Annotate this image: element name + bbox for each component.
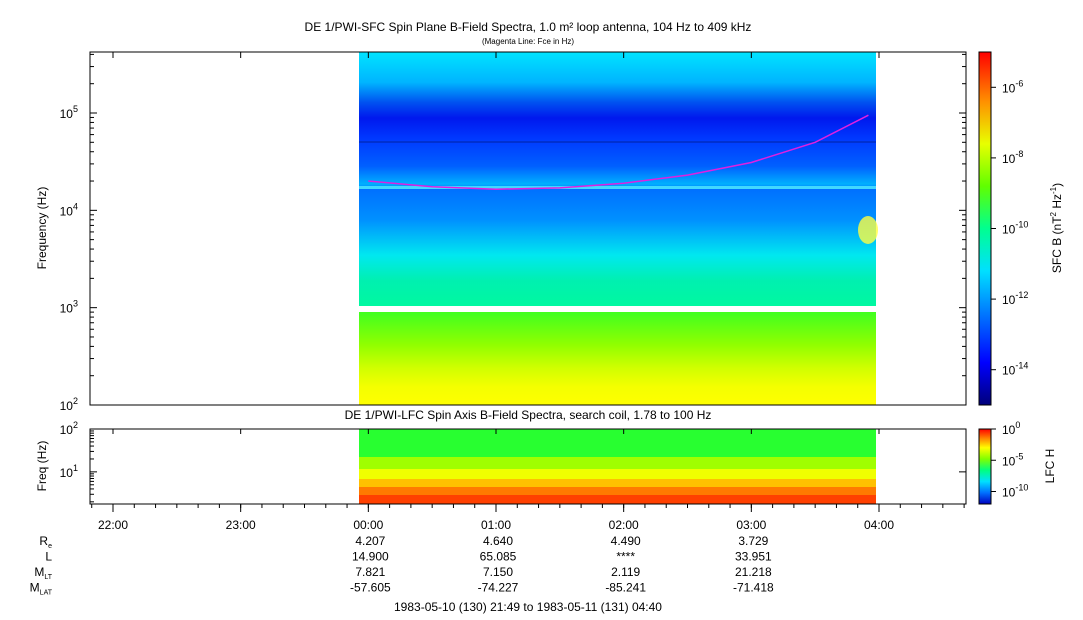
sfc-plot-frame [89, 51, 967, 406]
ephem-value: 7.150 [483, 565, 513, 579]
sfc-ytick-label: 105 [60, 104, 78, 121]
sfc-spectrogram [359, 52, 878, 405]
main-title: DE 1/PWI-SFC Spin Plane B-Field Spectra,… [305, 20, 752, 34]
ephem-value: 3.729 [738, 534, 768, 548]
lfc-ylabel: Freq (Hz) [35, 441, 49, 492]
sfc-colorbar-tick-label: 10-6 [1002, 78, 1023, 95]
ephem-value: 4.207 [355, 534, 385, 548]
sfc-axes: Frequency (Hz) 102 103 104 105 [35, 51, 967, 413]
ephem-row-label: Re [39, 534, 52, 550]
sfc-band-line [359, 186, 876, 189]
time-tick-label: 22:00 [98, 518, 128, 532]
sfc-ytick-label: 104 [60, 201, 78, 218]
ephem-value: 21.218 [735, 565, 772, 579]
lfc-title: DE 1/PWI-LFC Spin Axis B-Field Spectra, … [345, 408, 712, 422]
lfc-colorbar-fill [978, 428, 992, 505]
ephem-value: 2.119 [611, 565, 640, 579]
lfc-band [359, 479, 876, 487]
time-axis: 22:00 23:00 00:00 01:00 02:00 03:00 04:00 [91, 52, 965, 532]
sfc-colorbar-label: SFC B (nT2 Hz-1) [1049, 183, 1064, 273]
sfc-gap [359, 306, 876, 312]
ephem-value: 4.490 [611, 534, 641, 548]
time-tick-label: 04:00 [864, 518, 894, 532]
fce-line [368, 114, 869, 190]
lfc-axes: Freq (Hz) 102 101 [35, 420, 967, 505]
time-tick-label: 00:00 [353, 518, 383, 532]
sfc-ylabel: Frequency (Hz) [35, 187, 49, 270]
lfc-colorbar-tick-label: 10-10 [1002, 483, 1028, 500]
sfc-colorbar-tick-label: 10-8 [1002, 149, 1023, 166]
ephem-value: 4.640 [483, 534, 513, 548]
lfc-plot-frame [89, 428, 967, 505]
lfc-colorbar-tick-label: 100 [1002, 420, 1020, 437]
sfc-colorbar-fill [978, 51, 992, 406]
lfc-band [359, 495, 876, 504]
ephem-row-label: L [45, 550, 52, 564]
sfc-ytick-label: 103 [60, 299, 78, 316]
lfc-band [359, 429, 876, 457]
lfc-band [359, 487, 876, 495]
sfc-colorbar-tick-label: 10-14 [1002, 361, 1028, 378]
time-tick-label: 03:00 [736, 518, 766, 532]
ephem-value: 65.085 [480, 550, 517, 564]
sfc-lower-band [359, 312, 876, 405]
lfc-ytick-label: 102 [60, 420, 78, 437]
time-tick-label: 23:00 [226, 518, 256, 532]
ephem-value: 14.900 [352, 550, 389, 564]
sfc-upper-band [359, 52, 876, 306]
lfc-band [359, 457, 876, 469]
lfc-colorbar: LFC H 100 10-5 10-10 [978, 420, 1057, 505]
ephem-value: -85.241 [605, 581, 646, 595]
time-tick-label: 01:00 [481, 518, 511, 532]
ephem-value: -57.605 [350, 581, 391, 595]
ephem-value: 33.951 [735, 550, 772, 564]
sfc-colorbar-tick-label: 10-12 [1002, 290, 1028, 307]
ephem-value: **** [616, 550, 635, 564]
sfc-band-line [359, 141, 876, 143]
lfc-colorbar-tick-label: 10-5 [1002, 451, 1023, 468]
sub-title: (Magenta Line: Fce in Hz) [482, 37, 574, 46]
time-range: 1983-05-10 (130) 21:49 to 1983-05-11 (13… [394, 600, 662, 614]
lfc-band [359, 469, 876, 479]
ephemeris-table: Re 4.207 4.640 4.490 3.729 L 14.900 65.085 **** 3… [30, 534, 774, 597]
sfc-ytick-label: 102 [60, 396, 78, 413]
ephem-value: -74.227 [478, 581, 519, 595]
ephem-value: 7.821 [355, 565, 385, 579]
ephem-row-label: MLAT [30, 581, 53, 597]
lfc-colorbar-label: LFC H [1043, 449, 1057, 484]
sfc-emission-patch [858, 216, 878, 244]
sfc-colorbar: SFC B (nT2 Hz-1) 10-6 10-8 10-10 10-12 10-14 [978, 51, 1064, 406]
ephem-value: -71.418 [733, 581, 774, 595]
ephem-row-label: MLT [34, 565, 52, 581]
time-tick-label: 02:00 [609, 518, 639, 532]
sfc-colorbar-tick-label: 10-10 [1002, 220, 1028, 237]
lfc-spectrogram [359, 429, 876, 504]
lfc-ytick-label: 101 [60, 463, 78, 480]
